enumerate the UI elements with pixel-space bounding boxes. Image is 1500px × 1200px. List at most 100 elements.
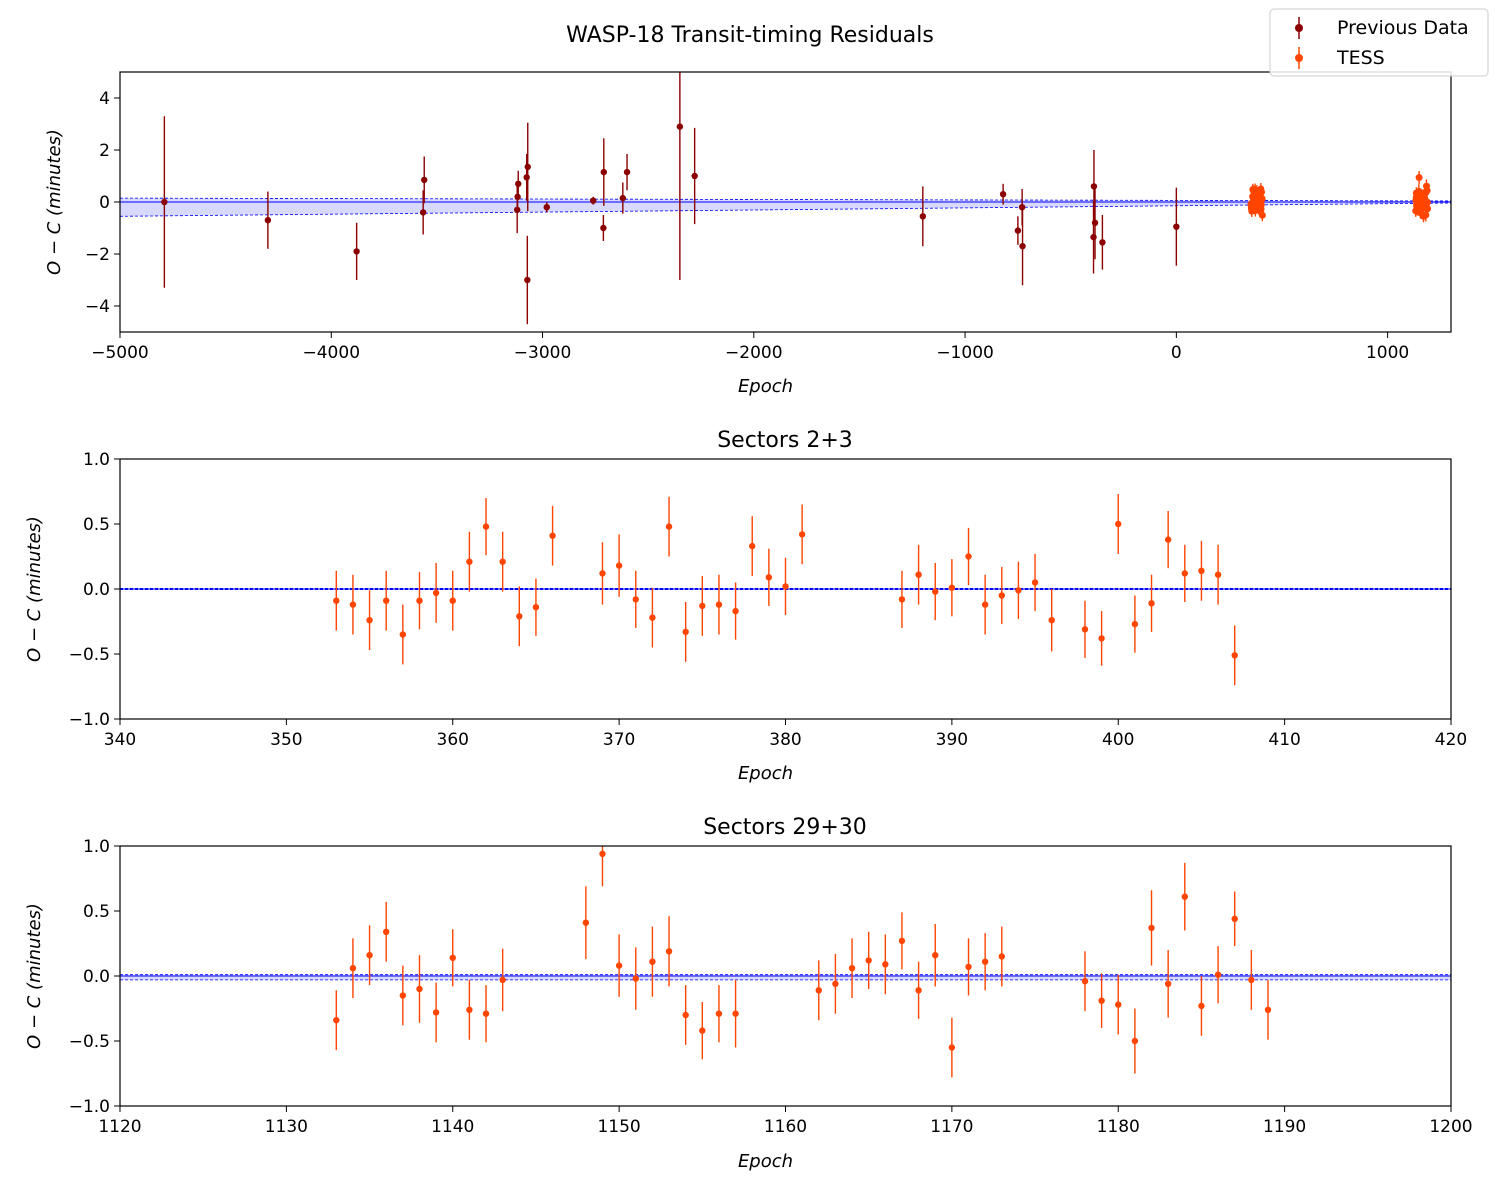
point-tess	[466, 1006, 473, 1013]
point-previous	[676, 123, 684, 130]
point-tess	[449, 954, 456, 961]
point-tess	[599, 850, 606, 857]
point-tess	[848, 965, 856, 972]
x-tick-label: 1000	[1366, 343, 1409, 363]
x-axis-label: Epoch	[738, 1151, 793, 1172]
point-tess	[1424, 205, 1432, 213]
point-tess	[1148, 600, 1155, 607]
point-tess	[1164, 980, 1172, 987]
point-tess	[615, 962, 623, 969]
x-tick-label: 1200	[1429, 1117, 1472, 1137]
y-tick-label: 0.0	[83, 580, 110, 600]
y-axis-label: O − C (minutes)	[24, 903, 45, 1049]
x-tick-label: 420	[1435, 730, 1467, 750]
y-axis-label: O − C (minutes)	[44, 129, 65, 275]
point-previous	[619, 194, 627, 202]
point-tess	[399, 992, 407, 999]
point-tess	[682, 628, 689, 636]
panel-sectors-2-3: Sectors 2+3 340 350 360 370 380 390 400 410 420 1…	[24, 428, 1467, 784]
x-tick-label: −2000	[725, 343, 783, 363]
point-tess	[1423, 187, 1431, 195]
point-tess	[898, 596, 906, 603]
point-tess	[965, 553, 972, 560]
point-previous	[919, 213, 927, 220]
x-tick-label: 400	[1102, 730, 1134, 750]
point-tess	[1148, 924, 1155, 932]
point-tess	[1098, 635, 1105, 642]
point-tess	[1258, 211, 1266, 219]
x-tick-label: 1120	[98, 1117, 141, 1137]
point-tess	[432, 1009, 440, 1016]
point-tess	[1181, 570, 1189, 577]
point-tess	[432, 589, 440, 597]
x-tick-label: −3000	[514, 343, 572, 363]
y-tick-label: 0	[99, 193, 110, 213]
point-tess	[1081, 626, 1089, 633]
point-tess	[1115, 520, 1122, 528]
point-tess	[981, 601, 989, 608]
y-tick-label: 1.0	[83, 450, 110, 470]
x-tick-label: 1150	[597, 1117, 640, 1137]
point-previous	[1090, 233, 1097, 241]
model-uncertainty-band	[120, 198, 1451, 217]
point-tess	[1231, 915, 1238, 922]
y-tick-label: −1.0	[69, 710, 110, 730]
point-tess	[599, 570, 606, 577]
point-tess	[1081, 978, 1089, 985]
point-tess	[399, 631, 407, 638]
point-previous	[1173, 223, 1180, 230]
point-tess	[1264, 1006, 1272, 1013]
point-tess	[882, 961, 889, 968]
point-previous	[524, 163, 531, 171]
point-tess	[981, 958, 989, 965]
x-tick-label: 1170	[930, 1117, 973, 1137]
legend: Previous Data TESS	[1269, 8, 1489, 77]
legend-marker-previous	[1295, 24, 1303, 32]
point-previous	[421, 176, 428, 184]
point-tess	[932, 588, 939, 595]
point-previous	[524, 276, 531, 284]
point-previous	[691, 172, 698, 180]
point-tess	[682, 1011, 689, 1019]
x-tick-label: −1000	[936, 343, 994, 363]
x-tick-label: 1160	[764, 1117, 807, 1137]
x-tick-label: 380	[769, 730, 801, 750]
x-tick-label: 410	[1268, 730, 1300, 750]
point-tess	[832, 980, 839, 987]
point-tess	[383, 928, 390, 935]
point-tess	[516, 613, 523, 620]
y-tick-label: −0.5	[69, 1032, 110, 1052]
point-tess	[466, 558, 473, 565]
point-tess	[699, 1027, 706, 1034]
y-tick-label: 0.5	[83, 902, 110, 922]
point-tess	[798, 531, 806, 538]
point-tess	[815, 987, 822, 994]
point-previous	[161, 198, 168, 206]
point-previous	[1090, 183, 1098, 190]
point-tess	[948, 584, 956, 591]
panel-title-sectors-29-30: Sectors 29+30	[703, 815, 867, 840]
point-tess	[416, 985, 423, 993]
x-axis-label: Epoch	[738, 376, 793, 397]
x-tick-label: 0	[1171, 343, 1182, 363]
y-tick-label: −1.0	[69, 1097, 110, 1117]
point-tess	[1031, 579, 1039, 586]
point-tess	[749, 542, 756, 550]
point-previous	[999, 191, 1007, 198]
model-upper-bound	[120, 197, 1451, 202]
x-tick-label: 1130	[265, 1117, 308, 1137]
point-tess	[1115, 1001, 1122, 1008]
point-tess	[366, 617, 373, 624]
point-previous	[600, 224, 607, 232]
legend-marker-tess	[1295, 54, 1303, 62]
panel-title-sectors-2-3: Sectors 2+3	[717, 428, 853, 453]
x-tick-label: 360	[437, 730, 469, 750]
point-previous	[1099, 239, 1106, 246]
x-tick-label: 370	[603, 730, 635, 750]
panel-overview: −5000 −4000 −3000 −2000 −1000 0 1000 4 2 0 −2 −4 Epo…	[44, 71, 1452, 397]
x-tick-label: 390	[936, 730, 968, 750]
point-tess	[1181, 893, 1189, 900]
point-tess	[915, 571, 922, 578]
point-tess	[765, 574, 773, 581]
